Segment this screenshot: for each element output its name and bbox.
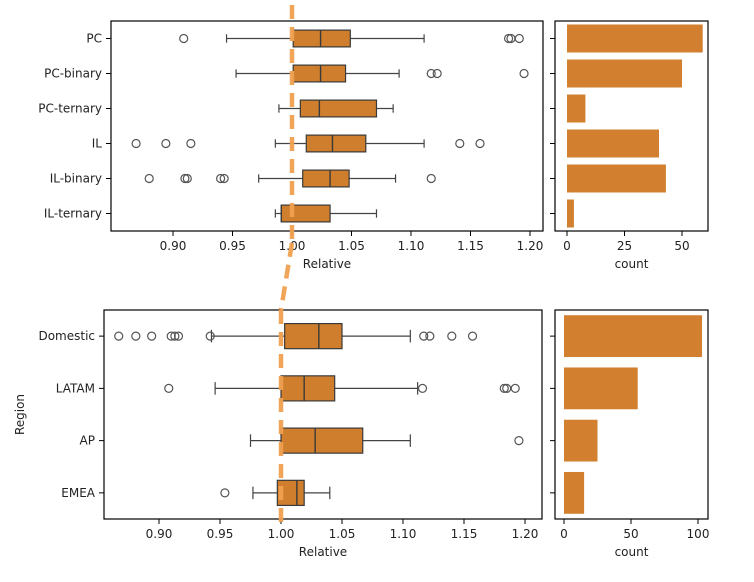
bottom-box-domestic-outlier: [467, 331, 478, 341]
top-box-il-ytick-label: IL: [92, 137, 103, 151]
bottom-box-xtick-label: 0.95: [207, 527, 234, 541]
bottom-boxplot-panel: Domestic LATAM AP EMEA 0.90 0.95 1.00 1.05 1.10 1…: [13, 309, 543, 559]
bottom-box-latam-outlier: [164, 383, 174, 393]
bottom-box-xlabel: Relative: [299, 545, 347, 559]
bottom-box-xtick-label: 1.00: [268, 527, 295, 541]
top-box-xtick-label: 0.95: [219, 239, 246, 253]
top-count-pc-bar: [567, 24, 703, 53]
top-box-il-binary-outlier: [180, 173, 190, 184]
bottom-box-emea-ytick-label: EMEA: [61, 486, 96, 500]
bottom-box-ap-box: [280, 427, 364, 454]
bottom-count-ap-bar: [564, 419, 598, 462]
top-box-il-binary-outlier: [219, 173, 229, 184]
bottom-box-latam-outlier: [510, 383, 520, 393]
top-box-il-binary-outlier: [144, 173, 154, 184]
bottom-box-domestic-ytick-label: Domestic: [38, 329, 95, 343]
top-box-pc-binary-ytick-label: PC-binary: [44, 67, 102, 81]
bottom-box-ylabel: Region: [13, 394, 27, 435]
bottom-box-xtick-label: 0.90: [146, 527, 173, 541]
top-box-xlabel: Relative: [303, 257, 351, 271]
bottom-box-ap-ytick-label: AP: [80, 434, 95, 448]
top-box-xtick-label: 1.15: [457, 239, 484, 253]
top-box-pc-binary-outlier: [519, 68, 529, 79]
top-count-frame: [554, 20, 709, 232]
top-count-il-bar: [567, 129, 659, 158]
top-box-il-box: [305, 134, 367, 153]
bottom-count-xlabel: count: [615, 545, 649, 559]
bottom-box-ap-outlier: [514, 436, 524, 446]
top-count-il-ternary-bar: [567, 199, 574, 228]
bottom-count-latam-bar: [564, 367, 638, 410]
top-count-pc-ternary-bar: [567, 94, 586, 123]
top-box-il-outlier: [186, 138, 196, 149]
bottom-count-xtick-label: 50: [623, 527, 638, 541]
top-box-pc-ytick-label: PC: [86, 32, 102, 46]
reference-line-layer: [278, 5, 295, 523]
reference-line-connector: [278, 242, 295, 311]
bottom-box-latam-ytick-label: LATAM: [56, 381, 95, 395]
top-count-xlabel: count: [615, 257, 649, 271]
top-box-il-outlier: [455, 138, 465, 149]
bottom-count-domestic-bar: [564, 315, 703, 358]
top-box-pc-binary-outlier: [426, 68, 436, 79]
top-count-xtick-label: 25: [617, 239, 632, 253]
top-box-pc-binary-box: [292, 64, 347, 83]
bottom-count-xtick-label: 0: [560, 527, 568, 541]
top-box-il-outlier: [131, 138, 141, 149]
top-boxplot-panel: PC PC-binary PC-ternary IL IL-binary IL-terna…: [38, 20, 544, 271]
bottom-count-panel: 0 50 100 count: [550, 309, 710, 559]
top-count-panel: 0 25 50 count: [550, 20, 709, 271]
bottom-count-emea-bar: [564, 471, 585, 514]
top-box-il-binary-ytick-label: IL-binary: [50, 172, 102, 186]
top-box-xtick-label: 1.10: [398, 239, 425, 253]
top-box-il-ternary-box: [280, 204, 331, 223]
bottom-box-domestic-outlier: [147, 331, 157, 341]
top-box-il-binary-outlier: [426, 173, 436, 184]
top-box-pc-binary-outlier: [432, 68, 442, 79]
top-box-pc-outlier: [503, 33, 514, 44]
bottom-box-domestic-outlier: [447, 331, 457, 341]
bottom-box-xtick-label: 1.15: [451, 527, 478, 541]
bottom-box-domestic-outlier: [114, 331, 124, 341]
top-box-il-binary-outlier: [182, 173, 192, 184]
top-box-il-outlier: [161, 138, 171, 149]
top-box-il-ternary-ytick-label: IL-ternary: [44, 207, 102, 221]
bottom-box-domestic-outlier: [419, 331, 429, 341]
bottom-box-frame: [103, 309, 543, 520]
top-box-xtick-label: 1.20: [517, 239, 544, 253]
bottom-box-domestic-outlier: [425, 331, 435, 341]
top-box-il-binary-outlier: [216, 173, 226, 184]
top-box-frame: [110, 20, 544, 232]
top-box-pc-outlier: [514, 33, 524, 44]
top-count-pc-binary-bar: [567, 59, 682, 88]
bottom-box-latam-box: [280, 375, 336, 402]
top-count-xtick-label: 50: [674, 239, 689, 253]
top-box-pc-box: [292, 29, 351, 48]
top-box-pc-ternary-ytick-label: PC-ternary: [38, 102, 102, 116]
bottom-box-xtick-label: 1.10: [390, 527, 417, 541]
top-box-xtick-label: 1.05: [338, 239, 365, 253]
bottom-box-domestic-outlier: [205, 331, 215, 341]
bottom-box-emea-outlier: [220, 488, 230, 498]
bottom-box-domestic-box: [284, 322, 343, 350]
bottom-box-domestic-outlier: [166, 331, 176, 341]
top-count-il-binary-bar: [567, 164, 666, 193]
top-box-il-outlier: [475, 138, 485, 149]
bottom-box-domestic-outlier: [131, 331, 141, 341]
bottom-box-xtick-label: 1.05: [329, 527, 356, 541]
top-box-pc-outlier: [179, 33, 189, 44]
bottom-box-domestic-outlier: [170, 331, 180, 341]
top-count-xtick-label: 0: [563, 239, 571, 253]
bottom-count-xtick-label: 100: [687, 527, 710, 541]
bottom-box-latam-outlier: [417, 383, 428, 393]
top-box-xtick-label: 0.90: [160, 239, 187, 253]
top-box-pc-ternary-box: [299, 99, 378, 118]
bottom-box-latam-outlier: [499, 383, 509, 393]
top-box-il-binary-box: [302, 169, 350, 188]
bottom-box-xtick-label: 1.20: [512, 527, 539, 541]
bottom-box-domestic-outlier: [173, 331, 184, 341]
